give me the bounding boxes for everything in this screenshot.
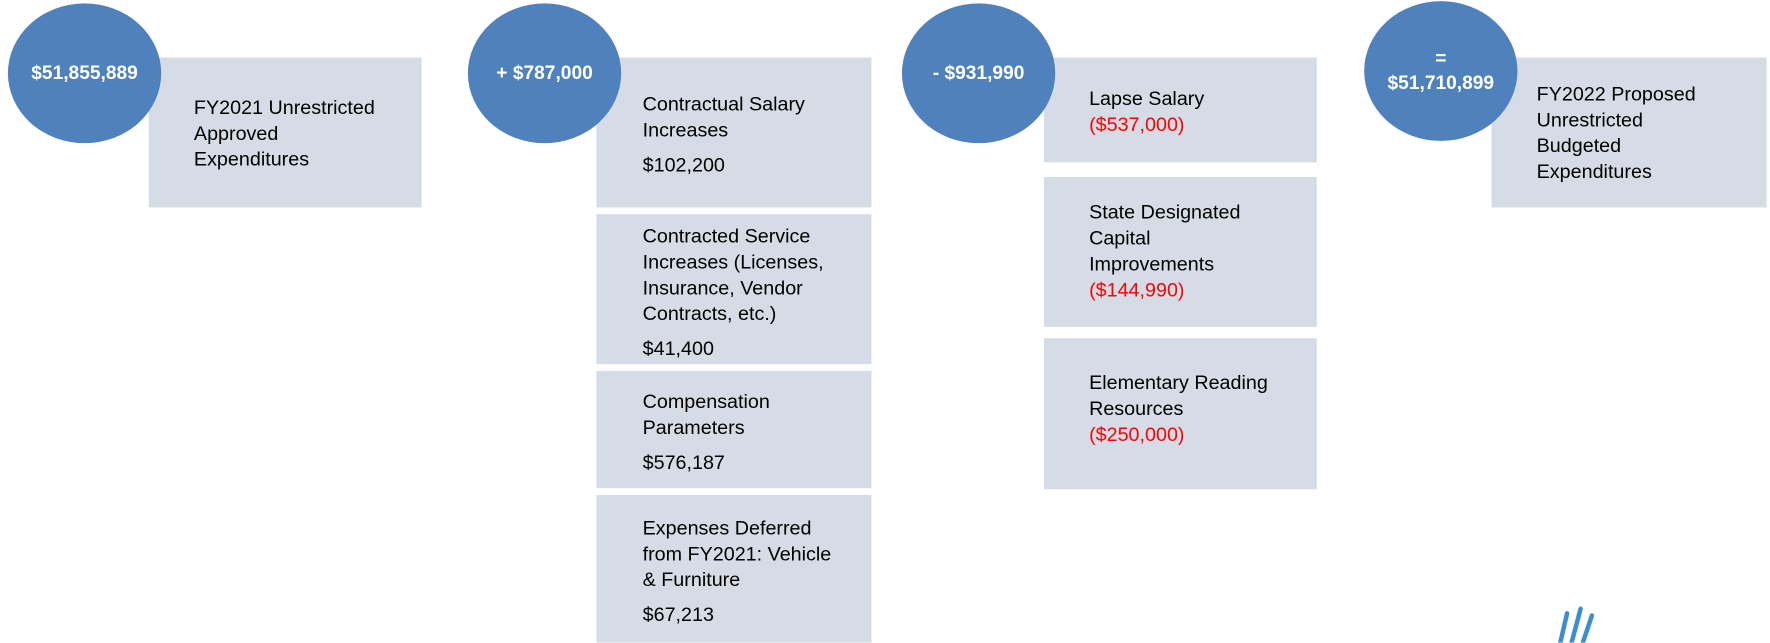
label-line: Increases (Licenses,	[642, 250, 824, 273]
label-line: Capital	[1089, 226, 1151, 250]
label-line: Insurance, Vendor	[642, 276, 803, 299]
label-line: Increases	[642, 118, 729, 141]
step-text: Lapse Salary ($537,000)	[1089, 86, 1305, 138]
label-line: Expenditures	[193, 147, 310, 171]
label-line: State Designated	[1089, 200, 1241, 224]
label-line: from FY2021: Vehicle	[642, 542, 832, 565]
label-line: & Furniture	[642, 568, 741, 591]
amount: ($537,000)	[1089, 112, 1185, 136]
label-line: FY2021 Unrestricted	[193, 95, 375, 119]
step-box: Compensation Parameters $576,187	[596, 370, 872, 489]
label-line: Parameters	[642, 416, 745, 439]
total-circle: - $931,990	[901, 3, 1056, 144]
step-text: State Designated Capital Improvements ($144…	[1089, 200, 1305, 304]
step-box: FY2021 Unrestricted Approved Expenditures	[148, 57, 422, 208]
step-box: FY2022 Proposed Unrestricted Budgeted Expen…	[1491, 57, 1767, 208]
step-box: Contractual Salary Increases $102,200	[596, 57, 872, 208]
step-text: Elementary Reading Resources ($250,000)	[1089, 370, 1305, 448]
circle-text: - $931,990	[932, 62, 1025, 84]
label-line: Lapse Salary	[1089, 86, 1205, 110]
label-line: Contractual Salary	[642, 92, 805, 115]
label-line: Improvements	[1089, 252, 1215, 276]
label-line: Expenses Deferred	[642, 516, 812, 539]
label-line: Contracted Service	[642, 224, 811, 247]
step-box: Elementary Reading Resources ($250,000)	[1043, 338, 1317, 490]
step-text: Expenses Deferred from FY2021: Vehicle & F…	[643, 515, 861, 628]
amount: $576,187	[642, 450, 725, 474]
amount: ($144,990)	[1089, 278, 1185, 302]
label-line: Resources	[1089, 396, 1184, 420]
step-text: FY2022 Proposed Unrestricted Budgeted Expen…	[1537, 81, 1756, 185]
step-text: Compensation Parameters $576,187	[643, 389, 861, 476]
total-circle: $51,855,889	[7, 3, 162, 144]
logo	[1558, 606, 1595, 643]
total-circle: = $51,710,899	[1364, 1, 1518, 141]
amount: $41,400	[642, 337, 714, 360]
circle-text: $51,855,889	[31, 62, 138, 84]
label-line: FY2022 Proposed	[1536, 82, 1696, 105]
amount: $67,213	[642, 603, 714, 626]
label-line: Expenditures	[1536, 160, 1652, 183]
step-box: Contracted Service Increases (Licenses, In…	[596, 214, 872, 365]
step-text: FY2021 Unrestricted Approved Expenditures	[194, 95, 410, 173]
label-line: Approved	[193, 121, 279, 145]
label-line: Unrestricted	[1536, 108, 1644, 131]
circle-text: $51,710,899	[1387, 72, 1495, 94]
circle-text: + $787,000	[496, 62, 593, 84]
step-box: State Designated Capital Improvements ($144…	[1043, 177, 1317, 327]
label-line: Compensation	[642, 390, 770, 413]
label-line: Budgeted	[1536, 134, 1622, 157]
label-line: Elementary Reading	[1089, 370, 1268, 394]
amount: ($250,000)	[1089, 422, 1185, 446]
step-text: Contracted Service Increases (Licenses, In…	[643, 223, 861, 362]
label-line: Contracts, etc.)	[642, 302, 777, 325]
circle-text: =	[1435, 47, 1447, 69]
total-circle: + $787,000	[467, 3, 622, 144]
step-box: Lapse Salary ($537,000)	[1043, 57, 1317, 163]
step-box: Expenses Deferred from FY2021: Vehicle & F…	[596, 494, 872, 643]
step-text: Contractual Salary Increases $102,200	[643, 91, 861, 178]
amount: $102,200	[642, 153, 725, 176]
